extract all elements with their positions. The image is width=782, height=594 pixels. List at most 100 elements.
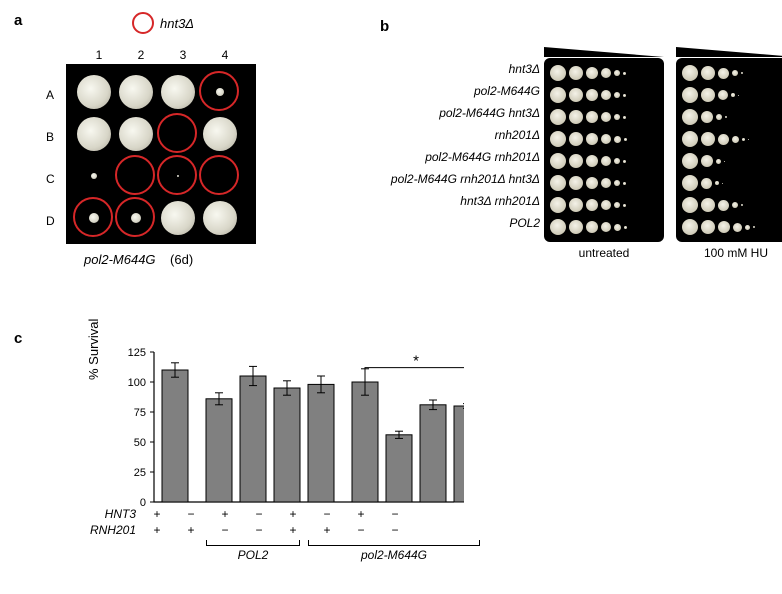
panel-c-label: c <box>14 330 22 347</box>
dilution-spot <box>601 90 611 100</box>
dilution-spot <box>701 132 715 146</box>
dilution-spot <box>569 110 583 124</box>
genotype-cell: + <box>344 507 378 521</box>
colony-cell <box>158 72 200 114</box>
dilution-spot <box>569 88 583 102</box>
dilution-spot <box>623 160 626 163</box>
plate-row-labels: hnt3Δpol2-M644Gpol2-M644G hnt3Δrnh201Δpo… <box>380 58 540 234</box>
colony-grid <box>66 64 256 244</box>
plate-row-label: hnt3Δ <box>509 58 540 80</box>
plates-wrapper: hnt3Δpol2-M644Gpol2-M644G hnt3Δrnh201Δpo… <box>380 58 782 242</box>
genotype-table: HNT3+−+−+−+−RNH201++−−++−− <box>80 506 412 538</box>
dilution-spot <box>623 72 626 75</box>
dilution-spot <box>550 153 566 169</box>
plate-row-label: hnt3Δ rnh201Δ <box>460 190 540 212</box>
dilution-spot <box>724 161 725 162</box>
plate-row-label: pol2-M644G rnh201Δ <box>425 146 540 168</box>
dilution-spot <box>569 132 583 146</box>
dilution-spot <box>682 153 698 169</box>
spot-plate <box>544 58 664 242</box>
dilution-spot <box>732 70 738 76</box>
colony-spot <box>77 75 111 109</box>
dilution-spot <box>741 72 743 74</box>
dilution-spot <box>623 204 626 207</box>
dilution-spot <box>733 223 742 232</box>
dilution-spot <box>586 133 598 145</box>
genotype-cell: − <box>310 507 344 521</box>
dilution-spot <box>732 202 738 208</box>
dilution-spot <box>601 222 611 232</box>
svg-text:50: 50 <box>134 437 146 449</box>
colony-cell <box>200 114 242 156</box>
dilution-spot <box>614 224 621 231</box>
hnt3-ring-icon <box>157 155 197 195</box>
plate-row <box>550 151 626 171</box>
colony-spot <box>119 75 153 109</box>
plate-row <box>682 173 757 193</box>
colony-spot <box>77 117 111 151</box>
dilution-spot <box>682 109 698 125</box>
colony-cell <box>116 198 158 240</box>
svg-text:125: 125 <box>128 347 146 359</box>
dilution-spot <box>586 155 598 167</box>
dilution-spot <box>601 68 611 78</box>
colony-cell <box>200 198 242 240</box>
dilution-spot <box>743 176 757 190</box>
colony-cell <box>158 156 200 198</box>
plate-row <box>682 129 749 149</box>
bar <box>308 384 334 502</box>
colony-cell <box>74 114 116 156</box>
dilution-spot <box>601 156 611 166</box>
dilution-spot <box>569 66 583 80</box>
chart-area: 0255075100125* <box>124 342 424 502</box>
genotype-cell: + <box>276 507 310 521</box>
panel-a-caption-gene: pol2-M644G <box>84 252 156 267</box>
colony-cell <box>74 198 116 240</box>
colony-spot <box>161 201 195 235</box>
dilution-spot <box>569 198 583 212</box>
bar <box>420 405 446 502</box>
group-bracket <box>206 540 300 546</box>
dilution-spot <box>682 219 698 235</box>
dilution-spot <box>623 182 626 185</box>
genotype-cell: − <box>378 507 412 521</box>
plate-row <box>550 63 626 83</box>
dilution-spot <box>718 68 729 79</box>
dilution-spot <box>745 154 759 168</box>
dilution-spot <box>701 88 715 102</box>
genotype-cell: + <box>310 523 344 537</box>
colony-row-label: C <box>46 158 55 200</box>
group-label: POL2 <box>206 548 300 562</box>
dilution-spot <box>746 66 760 80</box>
hnt3-ring-icon <box>199 155 239 195</box>
dilution-spot <box>601 112 611 122</box>
colony-cell <box>116 72 158 114</box>
colony-cell <box>116 156 158 198</box>
dilution-spot <box>722 183 723 184</box>
hnt3-ring-icon <box>199 71 239 111</box>
dilution-spot <box>741 204 743 206</box>
dilution-spot <box>732 136 739 143</box>
plate-row-label: pol2-M644G <box>474 80 540 102</box>
dilution-spot <box>701 198 715 212</box>
plate-row <box>682 63 760 83</box>
hnt3-ring-legend-icon <box>132 12 154 34</box>
spot-plate <box>676 58 782 242</box>
colony-row-label: D <box>46 200 55 242</box>
hnt3-ring-icon <box>157 113 197 153</box>
dilution-spot <box>550 175 566 191</box>
dilution-wedge-icon <box>676 44 782 54</box>
dilution-spot <box>730 110 744 124</box>
y-axis-title: % Survival <box>86 319 101 380</box>
genotype-cell: − <box>378 523 412 537</box>
dilution-spot <box>725 116 727 118</box>
colony-cell <box>200 156 242 198</box>
group-bracket <box>308 540 480 546</box>
genotype-cell: + <box>140 507 174 521</box>
plate-row <box>682 151 759 171</box>
plate-row <box>550 129 627 149</box>
genotype-cell: + <box>276 523 310 537</box>
colony-spot <box>203 201 237 235</box>
svg-text:75: 75 <box>134 407 146 419</box>
dilution-spot <box>614 136 621 143</box>
